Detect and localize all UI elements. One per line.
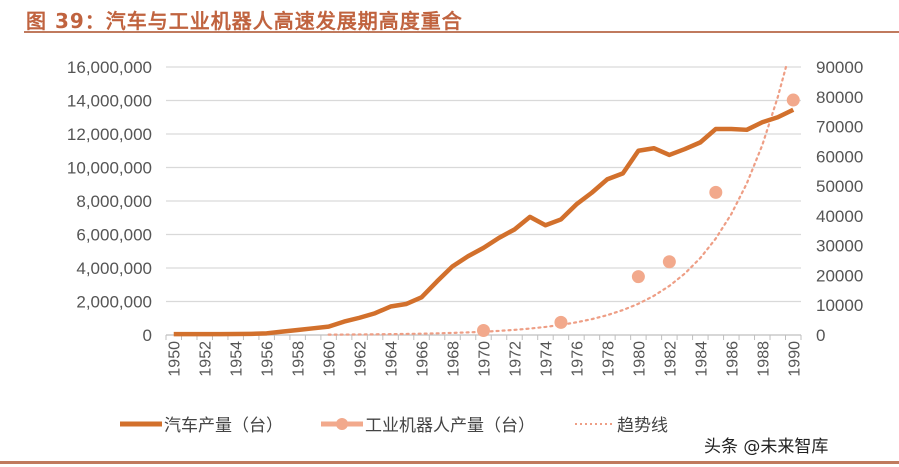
y-right-tick-label: 40000 xyxy=(816,207,863,226)
y-left-tick-label: 10,000,000 xyxy=(67,159,152,178)
watermark: 头条 @未来智库 xyxy=(704,437,829,457)
x-tick-label: 1988 xyxy=(755,341,772,377)
legend-car: 汽车产量（台） xyxy=(118,411,283,436)
x-tick-label: 1974 xyxy=(538,341,555,377)
x-tick-label: 1960 xyxy=(322,341,339,377)
legend-robot-label: 工业机器人产量（台） xyxy=(365,416,535,436)
x-tick-label: 1978 xyxy=(600,341,617,377)
legend-car-label: 汽车产量（台） xyxy=(164,416,283,436)
bottom-rule xyxy=(0,461,899,464)
legend-trend: 趋势线 xyxy=(571,411,668,436)
y-left-tick-label: 0 xyxy=(143,326,152,345)
x-tick-label: 1958 xyxy=(291,341,308,377)
y-right-tick-label: 20000 xyxy=(816,266,863,285)
legend-robot: 工业机器人产量（台） xyxy=(319,411,535,436)
y-left-tick-label: 12,000,000 xyxy=(67,125,152,144)
legend-robot-swatch xyxy=(321,417,363,430)
legend-trend-label: 趋势线 xyxy=(617,416,668,436)
top-rule xyxy=(24,31,899,33)
y-left-tick-label: 14,000,000 xyxy=(67,92,152,111)
x-tick-label: 1966 xyxy=(415,341,432,377)
y-right-tick-label: 70000 xyxy=(816,118,863,137)
x-tick-label: 1980 xyxy=(631,341,648,377)
x-tick-label: 1962 xyxy=(353,341,370,377)
y-left-tick-label: 6,000,000 xyxy=(76,226,152,245)
x-tick-label: 1970 xyxy=(477,341,494,377)
x-tick-label: 1956 xyxy=(260,341,277,377)
trend-line xyxy=(327,65,788,336)
y-left-tick-label: 8,000,000 xyxy=(76,192,152,211)
robot-point xyxy=(786,93,800,107)
legend-car-swatch xyxy=(120,421,162,426)
y-right-tick-label: 30000 xyxy=(816,237,863,256)
x-tick-label: 1984 xyxy=(693,341,710,377)
robot-point xyxy=(554,315,568,329)
robot-point xyxy=(709,185,723,199)
car-production-line xyxy=(173,107,795,337)
x-tick-label: 1982 xyxy=(662,341,679,377)
x-tick-label: 1952 xyxy=(198,341,215,377)
y-right-tick-label: 80000 xyxy=(816,88,863,107)
x-tick-label: 1976 xyxy=(569,341,586,377)
y-right-tick-label: 50000 xyxy=(816,177,863,196)
y-left-tick-label: 4,000,000 xyxy=(76,259,152,278)
figure-title: 图 39：汽车与工业机器人高速发展期高度重合 xyxy=(26,9,463,33)
y-left-tick-label: 16,000,000 xyxy=(67,58,152,77)
x-tick-label: 1954 xyxy=(229,341,246,377)
robot-point xyxy=(477,324,490,338)
x-tick-label: 1986 xyxy=(724,341,741,377)
y-right-tick-label: 90000 xyxy=(816,58,863,77)
robot-point xyxy=(662,255,676,269)
x-tick-label: 1972 xyxy=(507,341,524,377)
x-tick-label: 1950 xyxy=(167,341,184,377)
x-tick-label: 1968 xyxy=(446,341,463,377)
legend: 汽车产量（台） 工业机器人产量（台） 趋势线 xyxy=(118,411,704,436)
y-right-tick-label: 0 xyxy=(816,326,825,345)
x-tick-label: 1990 xyxy=(786,341,803,377)
x-tick-label: 1964 xyxy=(384,341,401,377)
y-left-tick-label: 2,000,000 xyxy=(76,293,152,312)
y-right-tick-label: 10000 xyxy=(816,296,863,315)
legend-trend-swatch xyxy=(575,422,615,425)
robot-point xyxy=(631,270,645,284)
y-right-tick-label: 60000 xyxy=(816,147,863,166)
